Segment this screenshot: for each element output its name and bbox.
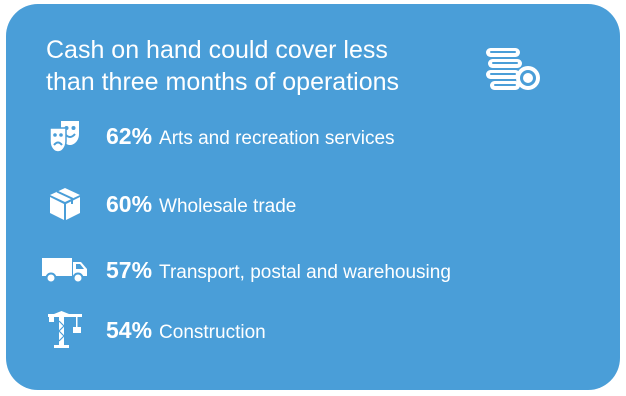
truck-icon xyxy=(40,250,90,290)
list-item-construction: 54% Construction xyxy=(40,310,600,350)
crane-icon xyxy=(40,310,90,350)
coins-icon xyxy=(486,48,540,90)
item-label: Construction xyxy=(159,321,266,343)
item-label: Wholesale trade xyxy=(159,195,297,217)
list-item-transport: 57% Transport, postal and warehousing xyxy=(40,250,600,290)
card-title: Cash on hand could cover less than three… xyxy=(46,34,486,98)
item-label: Transport, postal and warehousing xyxy=(159,261,451,283)
list-item-wholesale: 60% Wholesale trade xyxy=(40,184,600,224)
theatre-masks-icon xyxy=(40,116,90,156)
item-label: Arts and recreation services xyxy=(159,127,395,149)
title-line-2: than three months of operations xyxy=(46,68,400,96)
list-item-arts: 62% Arts and recreation services xyxy=(40,116,600,156)
item-percent: 57% xyxy=(106,256,153,283)
box-icon xyxy=(40,184,90,224)
infographic-card: Cash on hand could cover less than three… xyxy=(6,4,620,390)
item-percent: 54% xyxy=(106,316,153,343)
title-line-1: Cash on hand could cover less xyxy=(46,36,388,64)
item-percent: 60% xyxy=(106,190,153,217)
item-percent: 62% xyxy=(106,122,153,149)
